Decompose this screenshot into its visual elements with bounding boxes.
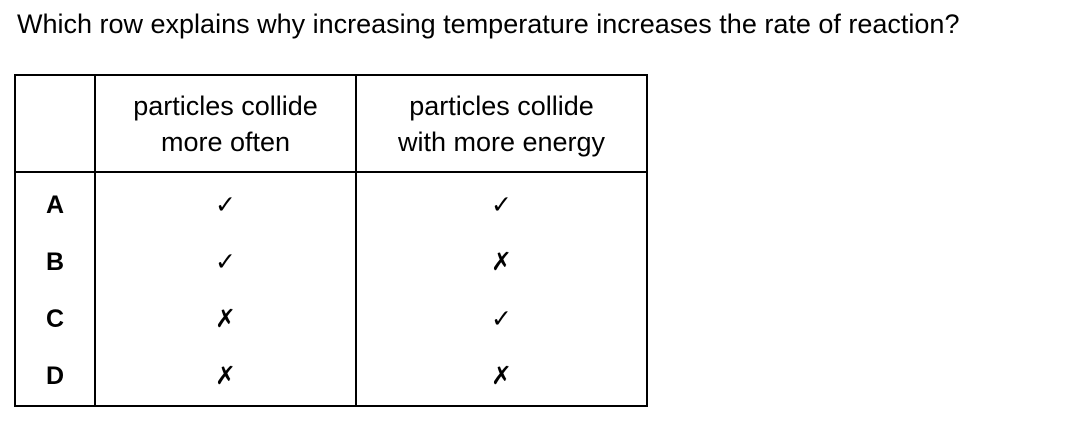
row-letter: D [15,348,96,406]
table-row-c: C ✗ ✓ [15,291,647,348]
header-often-line-2: more often [160,126,291,157]
energy-cell: ✓ [356,291,647,348]
header-empty-cell [15,75,96,173]
table-body: A ✓ ✓ B ✓ ✗ C ✗ ✓ D ✗ ✗ [15,172,647,406]
header-collide-more-energy: particles collide with more energy [356,75,647,173]
tick-icon: ✓ [491,304,512,333]
header-row: particles collide more often particles c… [15,75,647,173]
table-row-d: D ✗ ✗ [15,348,647,406]
header-energy-line-1: particles collide [409,90,594,121]
row-letter: C [15,291,96,348]
question-text: Which row explains why increasing temper… [17,9,960,39]
energy-cell: ✗ [356,234,647,291]
cross-icon: ✗ [215,361,236,390]
often-cell: ✓ [95,234,357,291]
row-letter: B [15,234,96,291]
header-energy-line-2: with more energy [397,126,606,157]
header-often-line-1: particles collide [133,90,318,121]
header-collide-more-often: particles collide more often [95,75,357,173]
row-letter: A [15,172,96,234]
energy-cell: ✗ [356,348,647,406]
often-cell: ✓ [95,172,357,234]
cross-icon: ✗ [215,304,236,333]
table-row-a: A ✓ ✓ [15,172,647,234]
tick-icon: ✓ [215,247,236,276]
table-header: particles collide more often particles c… [15,75,647,173]
cross-icon: ✗ [491,247,512,276]
tick-icon: ✓ [215,190,236,219]
energy-cell: ✓ [356,172,647,234]
often-cell: ✗ [95,291,357,348]
often-cell: ✗ [95,348,357,406]
tick-icon: ✓ [491,190,512,219]
table-row-b: B ✓ ✗ [15,234,647,291]
cross-icon: ✗ [491,361,512,390]
answer-table: particles collide more often particles c… [14,74,648,407]
